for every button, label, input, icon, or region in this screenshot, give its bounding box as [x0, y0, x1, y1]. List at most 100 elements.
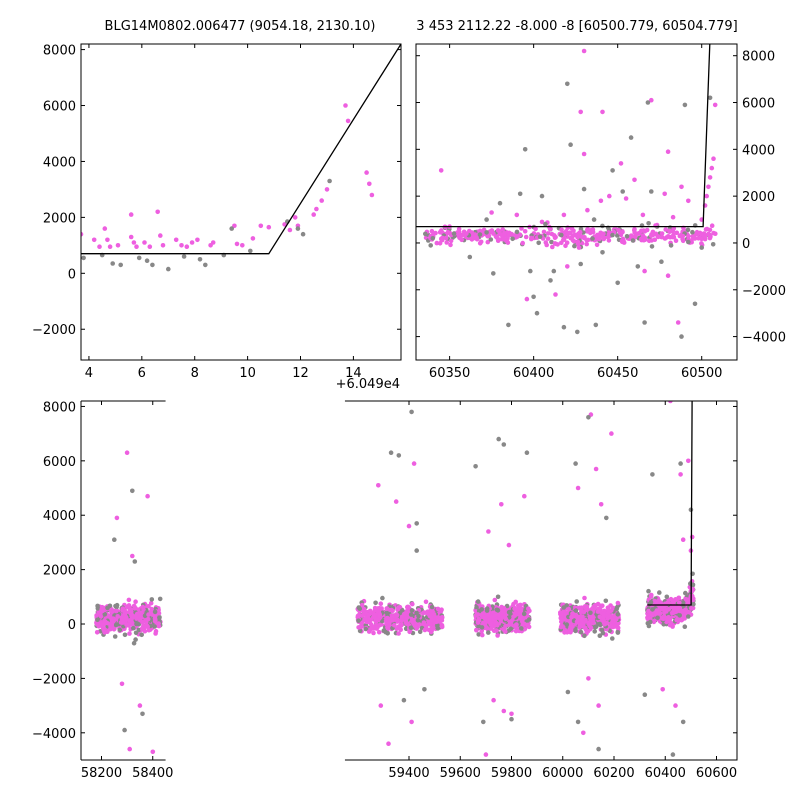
data-point-gray — [428, 243, 434, 248]
data-point-gray — [484, 230, 489, 235]
data-point-magenta — [650, 229, 656, 235]
data-point-magenta — [581, 730, 586, 736]
data-point-magenta — [119, 681, 125, 687]
data-point-magenta — [476, 618, 482, 623]
data-point-gray — [600, 250, 605, 255]
data-point-gray — [475, 599, 481, 604]
data-point-magenta — [639, 236, 644, 242]
data-point-gray — [581, 186, 587, 192]
data-point-magenta — [574, 619, 580, 624]
data-point-magenta — [586, 676, 591, 681]
data-point-magenta — [368, 608, 373, 614]
data-point-magenta — [561, 237, 566, 243]
data-point-magenta — [100, 608, 106, 613]
data-point-magenta — [445, 230, 450, 236]
data-point-magenta — [126, 603, 132, 608]
data-point-gray — [429, 604, 435, 610]
data-point-gray — [473, 464, 478, 469]
data-point-magenta — [173, 237, 179, 243]
data-point-magenta — [522, 229, 528, 234]
data-point-magenta — [709, 165, 715, 171]
data-point-magenta — [210, 240, 216, 245]
data-point-gray — [484, 217, 489, 222]
data-point-magenta — [156, 610, 162, 616]
data-point-gray — [396, 453, 402, 458]
data-point-magenta — [483, 752, 489, 757]
data-point-magenta — [657, 611, 663, 616]
data-point-gray — [522, 147, 528, 152]
data-point-gray — [408, 612, 414, 617]
data-point-magenta — [667, 622, 673, 628]
data-point-magenta — [506, 542, 512, 548]
data-point-magenta — [411, 461, 417, 466]
data-point-magenta — [491, 697, 496, 703]
y-tick-label: 4000 — [43, 509, 76, 524]
data-point-gray — [521, 611, 527, 617]
data-point-gray — [682, 624, 688, 629]
data-point-gray — [597, 633, 603, 638]
y-tick-label: 6000 — [43, 455, 76, 470]
data-point-magenta — [114, 608, 119, 614]
data-point-magenta — [571, 239, 577, 244]
x-tick-label: 58200 — [81, 766, 122, 781]
data-point-magenta — [384, 606, 390, 611]
data-point-gray — [536, 240, 541, 246]
data-point-magenta — [377, 612, 383, 617]
data-point-gray — [615, 629, 621, 635]
data-point-magenta — [670, 228, 676, 234]
data-point-magenta — [607, 193, 612, 199]
data-point-gray — [528, 268, 533, 274]
data-point-gray — [600, 223, 605, 229]
data-point-magenta — [489, 210, 494, 215]
y-tick-label: 2000 — [43, 211, 76, 226]
y-tick-label: −4000 — [32, 727, 76, 742]
data-point-magenta — [637, 230, 642, 236]
data-point-magenta — [376, 483, 381, 488]
data-point-magenta — [102, 226, 108, 231]
data-point-gray — [707, 95, 713, 101]
data-point-magenta — [674, 230, 680, 236]
data-point-magenta — [584, 604, 590, 609]
data-point-magenta — [375, 617, 381, 623]
data-point-magenta — [158, 233, 163, 238]
data-point-magenta — [594, 242, 600, 248]
data-point-magenta — [686, 233, 691, 239]
data-point-magenta — [379, 606, 384, 611]
data-point-magenta — [129, 621, 134, 627]
data-point-magenta — [697, 235, 703, 241]
data-point-magenta — [124, 622, 129, 627]
data-point-magenta — [410, 601, 415, 607]
x-tick-label: 60400 — [645, 766, 686, 781]
data-point-gray — [380, 595, 385, 601]
data-point-magenta — [517, 610, 523, 615]
data-point-magenta — [145, 616, 151, 622]
top-left-panel: BLG14M0802.006477 (9054.18, 2130.10) +6.… — [32, 19, 402, 392]
bottom-panel: 58200 58400 59400 59600 59800 60000 60200 60400… — [32, 399, 738, 781]
data-point-magenta — [553, 292, 558, 297]
data-point-gray — [624, 234, 630, 239]
data-point-magenta — [359, 613, 365, 618]
data-point-magenta — [437, 230, 443, 235]
data-point-gray — [415, 618, 421, 623]
data-point-magenta — [105, 237, 110, 243]
data-point-magenta — [552, 235, 558, 240]
data-point-magenta — [311, 212, 317, 217]
data-point-magenta — [569, 614, 574, 620]
data-point-gray — [548, 278, 553, 283]
data-point-magenta — [134, 244, 139, 249]
x-tick-label: 60500 — [681, 366, 722, 381]
data-point-magenta — [422, 627, 428, 633]
data-point-magenta — [115, 614, 120, 619]
data-point-gray — [467, 254, 473, 260]
data-point-gray — [683, 590, 688, 596]
data-point-magenta — [137, 613, 143, 618]
data-point-gray — [591, 217, 597, 222]
data-point-magenta — [608, 623, 614, 629]
data-point-magenta — [548, 226, 553, 232]
data-point-gray — [649, 189, 654, 194]
data-point-magenta — [109, 616, 114, 621]
data-point-gray — [648, 619, 653, 625]
data-point-magenta — [401, 611, 407, 617]
data-point-gray — [565, 689, 571, 695]
